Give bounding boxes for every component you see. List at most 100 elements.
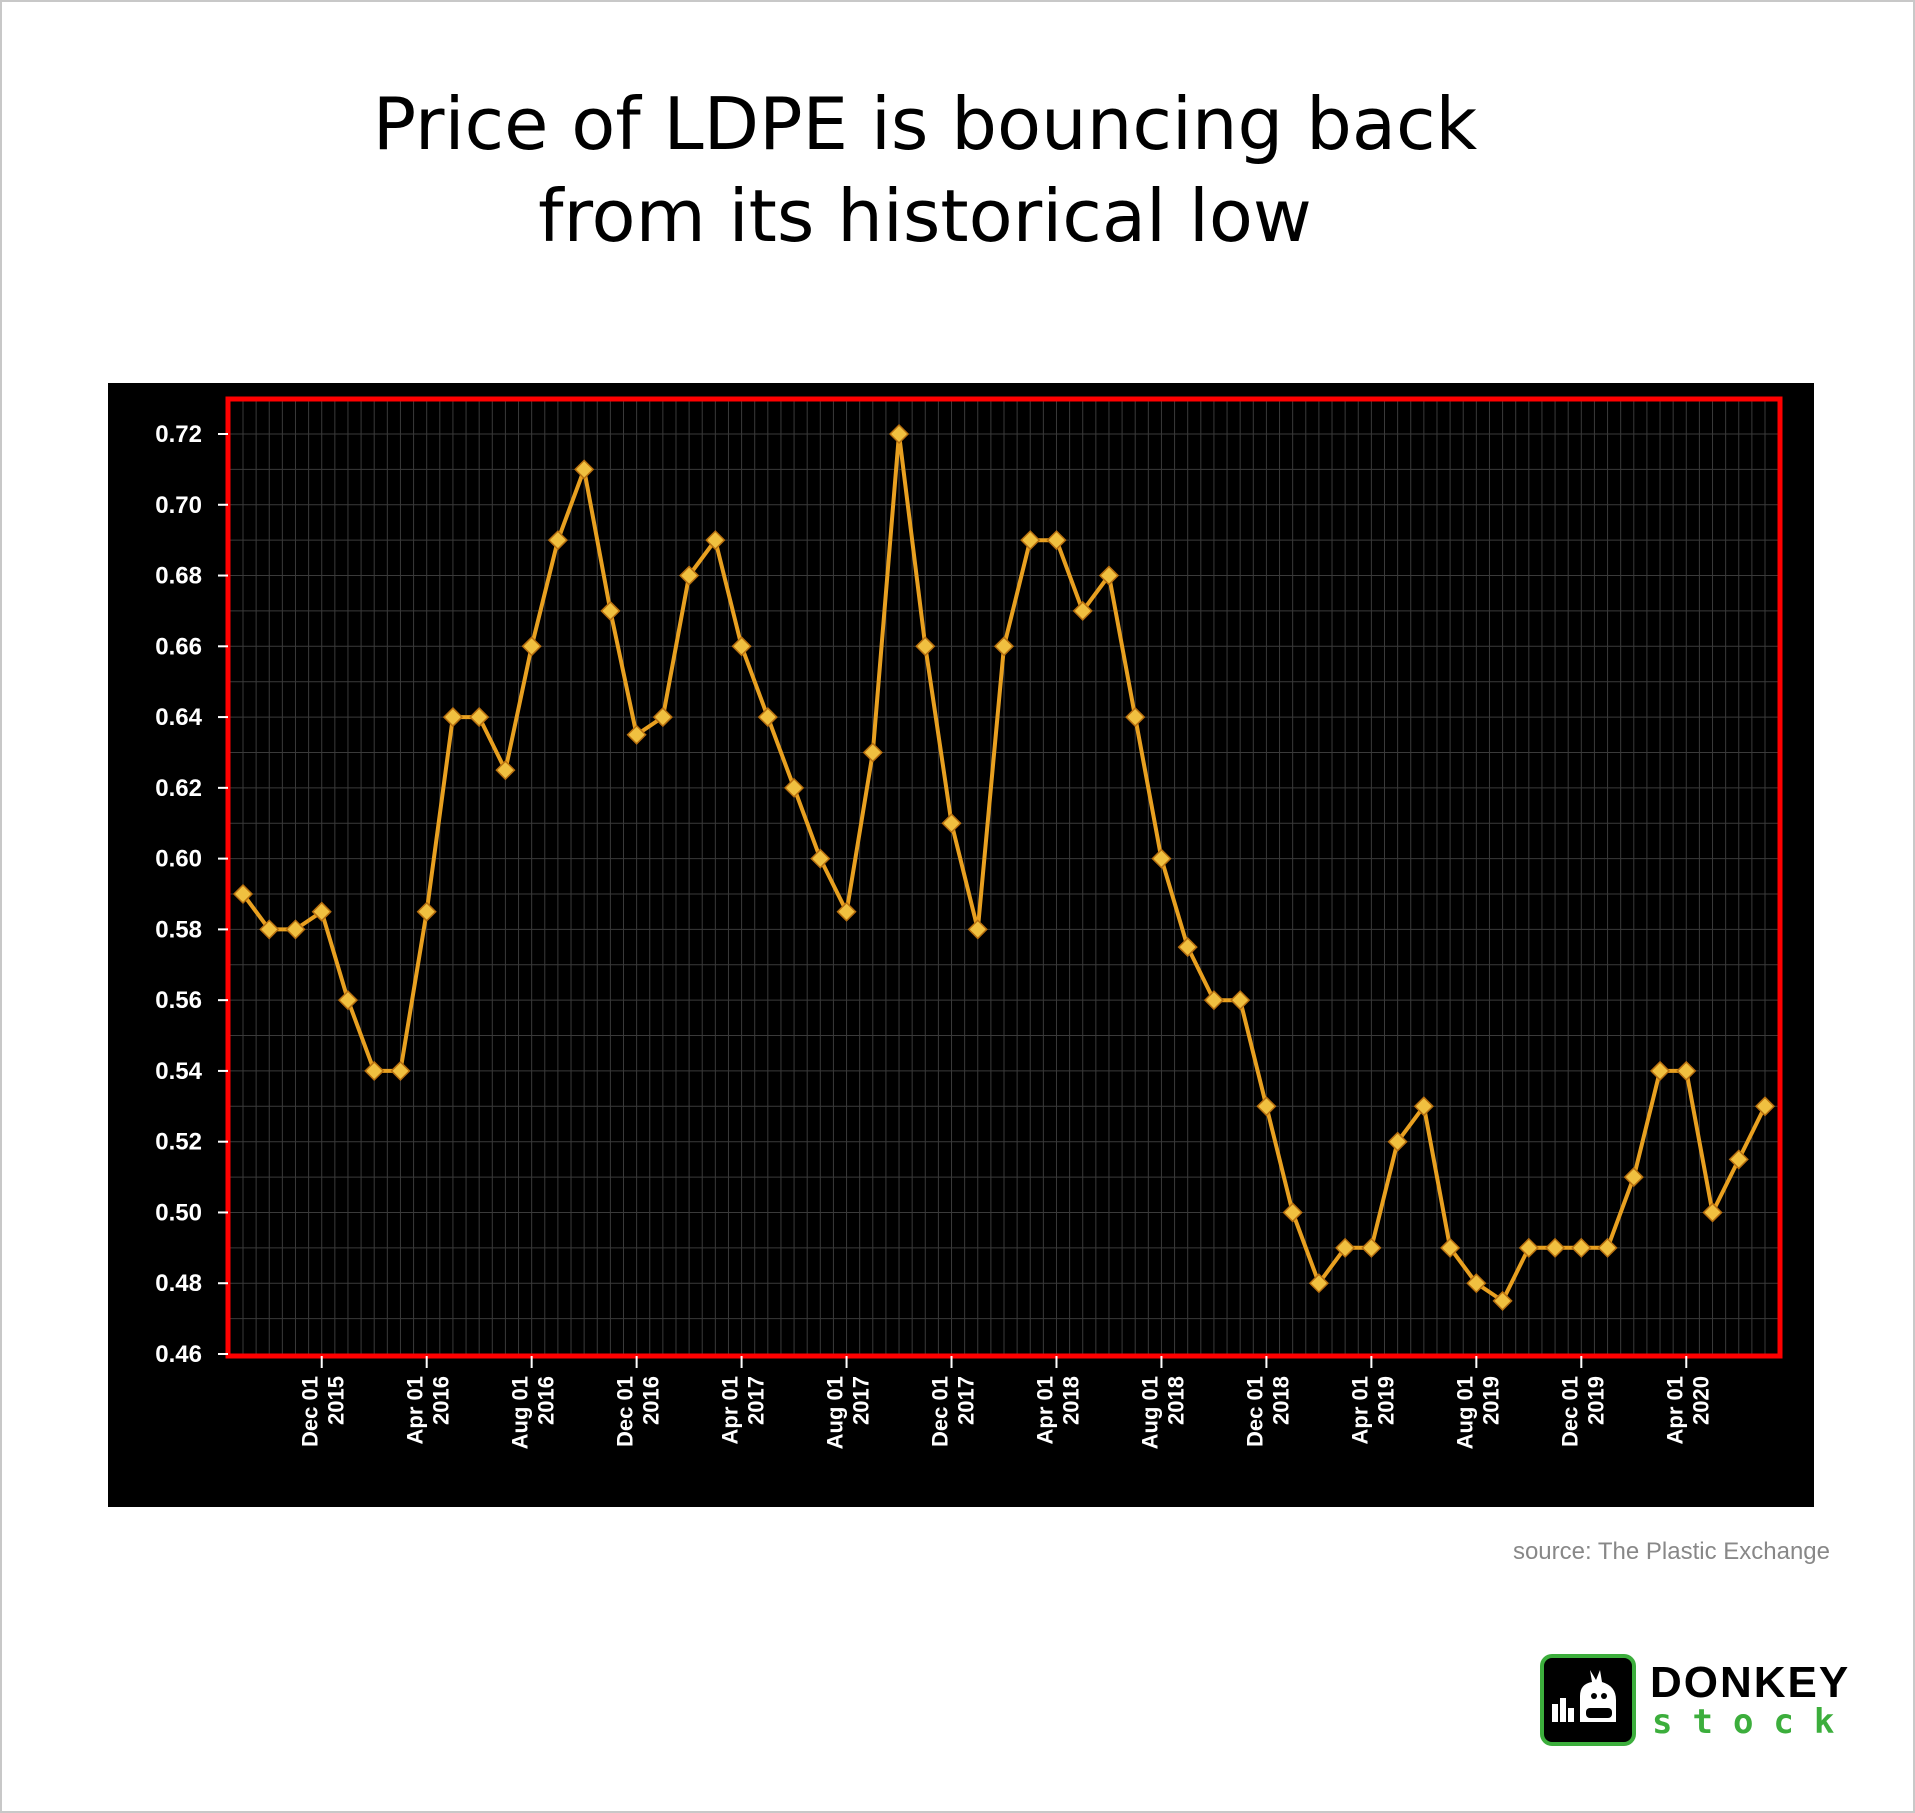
y-tick-label: 0.64 — [155, 704, 202, 731]
x-tick-label-month: Aug 01 — [508, 1376, 533, 1449]
data-point — [547, 530, 568, 551]
data-point — [967, 919, 988, 940]
data-point — [574, 459, 595, 480]
x-tick-label: Apr 01 2019 — [1347, 1376, 1398, 1444]
data-point — [364, 1060, 385, 1081]
x-tick-label-month: Aug 01 — [823, 1376, 848, 1449]
x-tick-label-year: 2019 — [1478, 1376, 1503, 1425]
x-tick-label: Dec 01 2018 — [1242, 1376, 1293, 1447]
title-line-2: from its historical low — [538, 174, 1312, 258]
data-point — [1440, 1237, 1461, 1258]
x-tick-label: Aug 01 2019 — [1452, 1376, 1503, 1449]
x-tick-label-month: Aug 01 — [1452, 1376, 1477, 1449]
x-tick-label-year: 2016 — [534, 1376, 559, 1425]
donkey-icon — [1540, 1654, 1636, 1746]
x-tick-label: Dec 01 2019 — [1557, 1376, 1608, 1447]
logo-wordmark-top: DONKEY — [1650, 1658, 1851, 1707]
data-point — [600, 600, 621, 621]
x-tick-label-month: Dec 01 — [298, 1376, 323, 1447]
y-tick-label: 0.46 — [155, 1341, 202, 1368]
y-tick-label: 0.66 — [155, 633, 202, 660]
data-point — [390, 1060, 411, 1081]
x-tick-label-month: Aug 01 — [1137, 1376, 1162, 1449]
x-tick-label-year: 2017 — [849, 1376, 874, 1425]
data-point — [1072, 600, 1093, 621]
data-point — [757, 707, 778, 728]
data-point — [862, 742, 883, 763]
y-tick-label: 0.72 — [155, 421, 202, 448]
x-tick-label-month: Apr 01 — [1662, 1376, 1687, 1444]
data-point — [705, 530, 726, 551]
data-point — [679, 565, 700, 586]
data-point — [416, 901, 437, 922]
data-point — [442, 707, 463, 728]
data-point — [495, 760, 516, 781]
x-tick-label: Aug 01 2016 — [508, 1376, 559, 1449]
x-tick-label-month: Apr 01 — [1032, 1376, 1057, 1444]
data-point — [1649, 1060, 1671, 1081]
x-tick-label-year: 2020 — [1688, 1376, 1713, 1425]
x-tick-label-year: 2018 — [1058, 1376, 1083, 1425]
x-tick-label-month: Apr 01 — [718, 1376, 743, 1444]
data-point — [1203, 990, 1224, 1011]
plot-border — [225, 396, 1783, 1359]
data-point — [1335, 1237, 1356, 1258]
data-point — [337, 990, 359, 1011]
x-tick-label-year: 2019 — [1373, 1376, 1398, 1425]
x-tick-label: Aug 01 2017 — [823, 1376, 874, 1449]
x-tick-label-month: Apr 01 — [403, 1376, 428, 1444]
data-point — [1676, 1060, 1697, 1081]
x-tick-label-year: 2016 — [639, 1376, 664, 1425]
data-point — [285, 919, 306, 940]
data-point — [836, 901, 857, 922]
y-tick-label: 0.56 — [155, 987, 202, 1014]
y-tick-label: 0.50 — [155, 1199, 202, 1226]
data-point — [469, 707, 490, 728]
line-chart: 0.72 0.70 0.68 0.66 0.64 0.62 0.60 0.58 0.56 0.54… — [155, 396, 1783, 1449]
x-tick-label-year: 2017 — [954, 1376, 979, 1425]
x-tick-label-month: Apr 01 — [1347, 1376, 1372, 1444]
x-tick-label: Apr 01 2016 — [403, 1376, 454, 1444]
data-point — [1387, 1131, 1408, 1152]
y-tick-label: 0.54 — [155, 1058, 202, 1085]
x-tick-label: Aug 01 2018 — [1137, 1376, 1188, 1449]
data-point — [1308, 1273, 1329, 1294]
title-line-1: Price of LDPE is bouncing back — [372, 82, 1478, 166]
data-point — [993, 636, 1015, 657]
data-point — [1230, 990, 1251, 1011]
logo-wordmark-bottom: stock — [1652, 1702, 1855, 1742]
data-point — [1518, 1237, 1539, 1258]
x-tick-label-month: Dec 01 — [613, 1376, 638, 1447]
data-point — [311, 901, 332, 922]
chart-title: Price of LDPE is bouncing back from its … — [0, 78, 1850, 262]
x-tick-label: Apr 01 2018 — [1032, 1376, 1083, 1444]
y-tick-label: 0.48 — [155, 1270, 202, 1297]
data-point — [1282, 1202, 1303, 1223]
data-point — [626, 724, 647, 745]
data-point — [784, 777, 805, 798]
data-point — [1413, 1096, 1434, 1117]
data-point — [1754, 1096, 1776, 1117]
data-point — [521, 636, 542, 657]
data-point — [1020, 530, 1041, 551]
x-tick-label-year: 2016 — [429, 1376, 454, 1425]
data-point — [888, 423, 910, 445]
y-tick-label: 0.52 — [155, 1129, 202, 1156]
x-tick-label-year: 2018 — [1163, 1376, 1188, 1425]
data-point — [1256, 1096, 1277, 1117]
data-point — [1466, 1273, 1487, 1294]
source-note: source: The Plastic Exchange — [1512, 1538, 1830, 1565]
data-point — [941, 813, 962, 834]
x-tick-label: Dec 01 2015 — [298, 1376, 349, 1447]
data-point — [1151, 848, 1172, 869]
y-tick-label: 0.60 — [155, 846, 202, 873]
y-tick-label: 0.68 — [155, 563, 202, 590]
data-point — [1492, 1290, 1513, 1311]
data-point — [1597, 1237, 1618, 1258]
data-point — [1361, 1237, 1382, 1258]
data-point — [1046, 530, 1067, 551]
x-tick-label-year: 2015 — [324, 1376, 349, 1425]
data-point — [259, 919, 280, 940]
data-point — [1545, 1237, 1566, 1258]
